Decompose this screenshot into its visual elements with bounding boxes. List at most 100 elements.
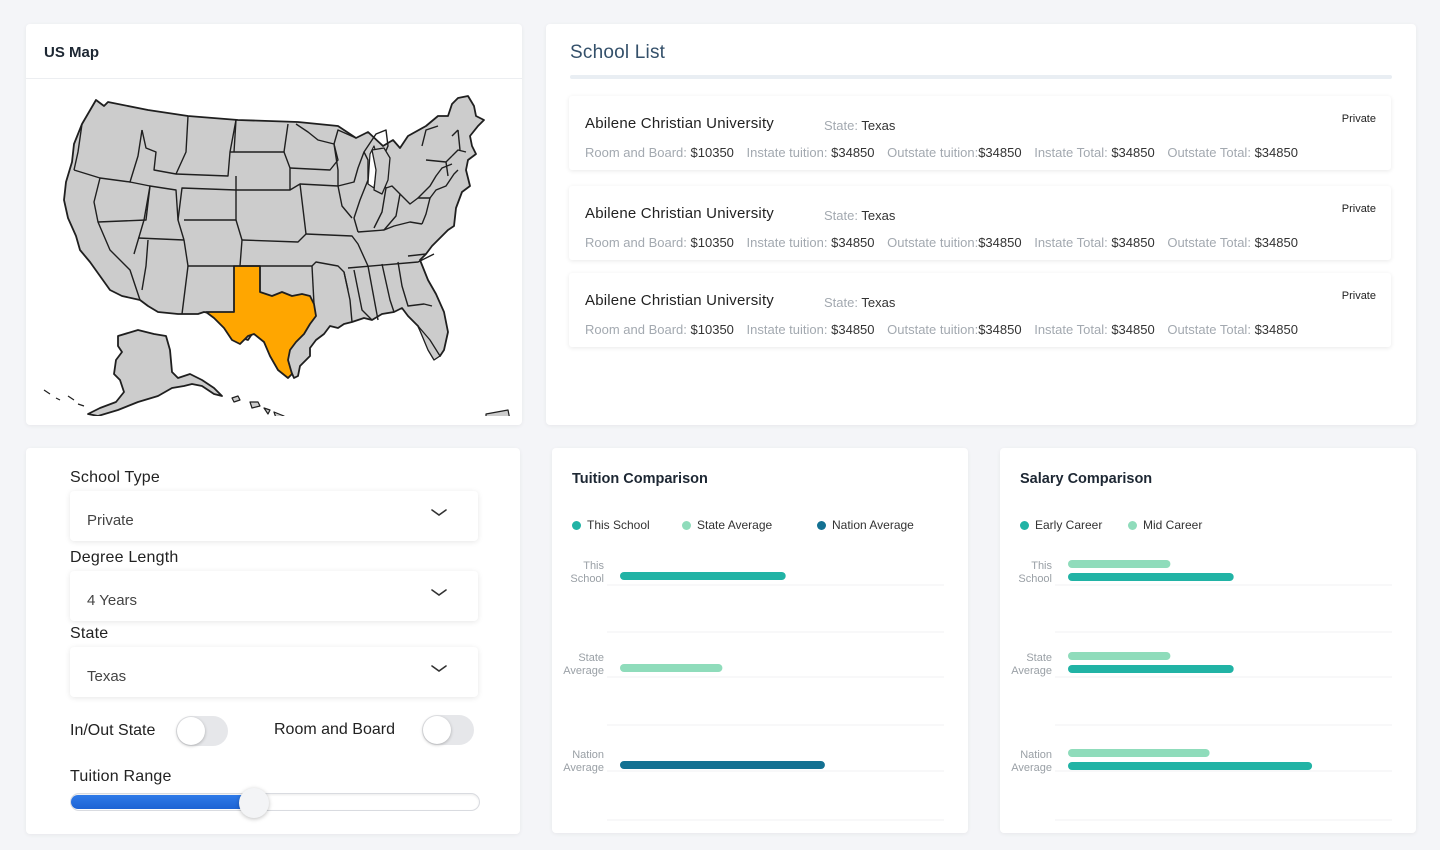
- chevron-down-icon: [431, 665, 447, 672]
- room-and-board-toggle[interactable]: [422, 715, 474, 745]
- legend-dot-icon: [1128, 521, 1137, 530]
- salary-comparison-card: Salary Comparison Early Career Mid Career…: [1000, 448, 1416, 833]
- room-board-label: Room and Board:: [585, 235, 687, 250]
- degree-length-label: Degree Length: [70, 549, 179, 566]
- school-list-title: School List: [570, 42, 666, 63]
- legend-label: Early Career: [1035, 518, 1103, 532]
- room-board-label: Room and Board:: [585, 145, 687, 160]
- tuition-range-label: Tuition Range: [70, 768, 172, 785]
- legend-item[interactable]: State Average: [682, 518, 772, 532]
- instate-label: Instate tuition:: [746, 322, 828, 337]
- in-out-state-label: In/Out State: [70, 722, 156, 739]
- tuition-comparison-card: Tuition Comparison This School State Aver…: [552, 448, 968, 833]
- category-label: Nation: [1020, 749, 1052, 761]
- outstate-value: $34850: [978, 145, 1022, 160]
- instate-value: $34850: [831, 145, 875, 160]
- instate-total-value: $34850: [1111, 322, 1155, 337]
- school-name: Abilene Christian University: [585, 292, 775, 309]
- category-label: Average: [563, 665, 604, 677]
- school-type-label: School Type: [70, 469, 160, 486]
- bar[interactable]: [1068, 665, 1234, 673]
- instate-total-label: Instate Total:: [1034, 145, 1108, 160]
- state-select[interactable]: Texas: [70, 647, 478, 697]
- school-list-item[interactable]: Abilene Christian University State: Texa…: [569, 186, 1391, 260]
- outstate-total-label: Outstate Total:: [1167, 145, 1251, 160]
- outstate-total-value: $34850: [1254, 145, 1298, 160]
- outstate-total-label: Outstate Total:: [1167, 322, 1251, 337]
- legend-item[interactable]: This School: [572, 518, 650, 532]
- state-label: State: [70, 625, 109, 642]
- bar[interactable]: [1068, 652, 1171, 660]
- legend-item[interactable]: Nation Average: [817, 518, 914, 532]
- instate-value: $34850: [831, 322, 875, 337]
- school-state: State: Texas: [824, 208, 895, 223]
- school-type-badge: Private: [1341, 290, 1376, 302]
- school-state-label: State:: [824, 118, 858, 133]
- divider: [570, 75, 1392, 79]
- legend-label: This School: [587, 518, 650, 532]
- room-board-value: $10350: [690, 322, 734, 337]
- instate-total-label: Instate Total:: [1034, 235, 1108, 250]
- school-state: State: Texas: [824, 118, 895, 133]
- state-value: Texas: [87, 668, 127, 685]
- room-board-value: $10350: [690, 235, 734, 250]
- outstate-label: Outstate tuition:: [887, 145, 979, 160]
- chart-title: Tuition Comparison: [572, 471, 708, 487]
- chevron-down-icon: [431, 509, 447, 516]
- instate-total-value: $34850: [1111, 145, 1155, 160]
- bar[interactable]: [620, 761, 825, 769]
- school-list-card: School List Abilene Christian University…: [546, 24, 1416, 425]
- school-state-value: Texas: [861, 295, 896, 310]
- us-map[interactable]: [38, 90, 512, 416]
- category-label: Average: [563, 762, 604, 774]
- category-label: This: [1031, 560, 1052, 572]
- in-out-state-toggle[interactable]: [176, 716, 228, 746]
- legend-item[interactable]: Early Career: [1020, 518, 1102, 532]
- school-type-value: Private: [87, 512, 134, 529]
- chart-title: Salary Comparison: [1020, 471, 1153, 487]
- school-state: State: Texas: [824, 295, 895, 310]
- legend-item[interactable]: Mid Career: [1128, 518, 1202, 532]
- outstate-total-value: $34850: [1254, 322, 1298, 337]
- room-board-label: Room and Board:: [585, 322, 687, 337]
- legend-dot-icon: [572, 521, 581, 530]
- us-map-card: US Map: [26, 24, 522, 425]
- school-stats: Room and Board: $10350 Instate tuition: …: [585, 145, 1298, 160]
- school-list-item[interactable]: Abilene Christian University State: Texa…: [569, 96, 1391, 170]
- legend-dot-icon: [1020, 521, 1029, 530]
- bar[interactable]: [620, 572, 786, 580]
- bar[interactable]: [1068, 749, 1210, 757]
- instate-value: $34850: [831, 235, 875, 250]
- tuition-range-slider[interactable]: [70, 793, 480, 811]
- school-state-label: State:: [824, 295, 858, 310]
- category-label: Nation: [572, 749, 604, 761]
- outstate-value: $34850: [978, 322, 1022, 337]
- degree-length-select[interactable]: 4 Years: [70, 571, 478, 621]
- bar[interactable]: [620, 664, 723, 672]
- alaska-state[interactable]: [87, 329, 223, 416]
- instate-total-value: $34850: [1111, 235, 1155, 250]
- legend-label: Mid Career: [1143, 518, 1203, 532]
- school-list-item[interactable]: Abilene Christian University State: Texa…: [569, 273, 1391, 347]
- texas-state[interactable]: [205, 265, 317, 379]
- toggle-knob: [423, 716, 451, 744]
- category-label: Average: [1011, 762, 1052, 774]
- bar[interactable]: [1068, 762, 1313, 770]
- school-type-badge: Private: [1341, 203, 1376, 215]
- school-state-label: State:: [824, 208, 858, 223]
- legend-dot-icon: [817, 521, 826, 530]
- school-name: Abilene Christian University: [585, 205, 775, 222]
- bar[interactable]: [1068, 560, 1171, 568]
- instate-label: Instate tuition:: [746, 235, 828, 250]
- outstate-label: Outstate tuition:: [887, 235, 979, 250]
- bar[interactable]: [1068, 573, 1234, 581]
- legend-dot-icon: [682, 521, 691, 530]
- degree-length-value: 4 Years: [87, 592, 138, 609]
- category-label: School: [570, 573, 604, 585]
- school-type-select[interactable]: Private: [70, 491, 478, 541]
- category-label: Average: [1011, 665, 1052, 677]
- outstate-total-value: $34850: [1254, 235, 1298, 250]
- tuition-range-handle[interactable]: [239, 788, 269, 818]
